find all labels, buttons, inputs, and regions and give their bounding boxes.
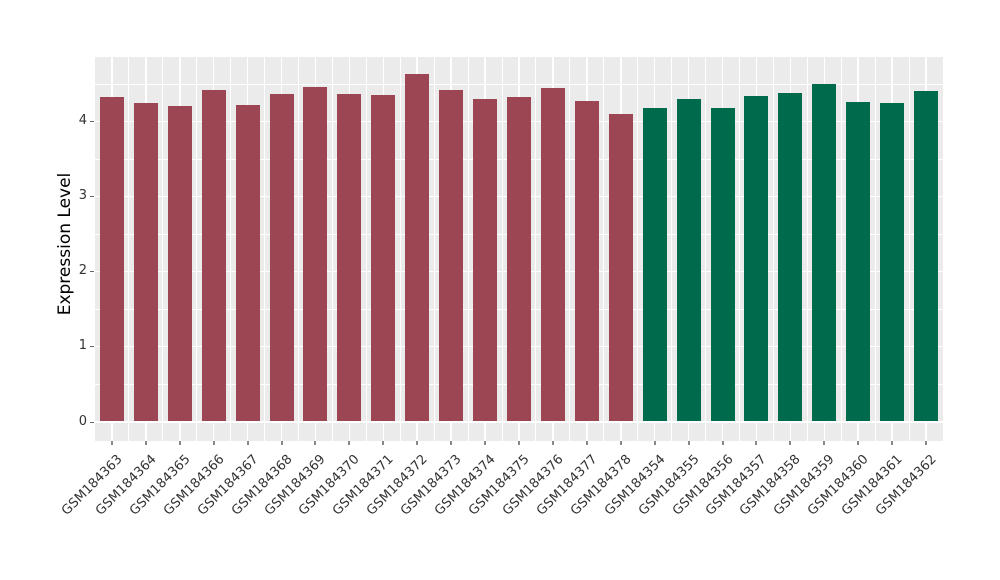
x-tick-mark <box>789 441 792 445</box>
x-tick-mark <box>891 441 894 445</box>
x-tick-mark <box>857 441 860 445</box>
gridline-minor-x <box>671 57 673 441</box>
gridline-minor-x <box>433 57 435 441</box>
x-tick-mark <box>619 441 622 445</box>
bar-GSM184368 <box>269 94 294 422</box>
gridline-minor-x <box>467 57 469 441</box>
bar-GSM184359 <box>812 84 837 422</box>
bar-GSM184355 <box>676 99 701 422</box>
gridline-minor-x <box>637 57 639 441</box>
y-tick-label: 2 <box>78 263 87 279</box>
y-tick-label: 0 <box>78 413 87 429</box>
gridline-minor-x <box>501 57 503 441</box>
bar-GSM184364 <box>133 103 158 422</box>
bar-GSM184371 <box>371 94 396 422</box>
x-tick-mark <box>178 441 181 445</box>
x-tick-mark <box>416 441 419 445</box>
bar-GSM184373 <box>439 89 464 422</box>
gridline-minor-x <box>840 57 842 441</box>
bar-GSM184358 <box>778 92 803 422</box>
gridline-minor-x <box>738 57 740 441</box>
x-tick-mark <box>212 441 215 445</box>
x-tick-mark <box>348 441 351 445</box>
bar-GSM184367 <box>235 104 260 422</box>
plot-panel <box>95 57 943 441</box>
y-tick-mark <box>90 421 94 423</box>
y-tick-label: 3 <box>78 188 87 204</box>
bar-GSM184366 <box>201 89 226 422</box>
gridline-minor-x <box>365 57 367 441</box>
y-tick-mark <box>90 121 94 123</box>
bar-GSM184354 <box>642 107 667 422</box>
x-tick-mark <box>823 441 826 445</box>
x-tick-mark <box>144 441 147 445</box>
x-tick-mark <box>314 441 317 445</box>
y-tick-label: 1 <box>78 338 87 354</box>
gridline-minor-x <box>705 57 707 441</box>
gridline-minor-x <box>806 57 808 441</box>
x-tick-label: GSM184362 <box>873 448 1000 519</box>
y-tick-mark <box>90 271 94 273</box>
x-tick-mark <box>551 441 554 445</box>
x-tick-mark <box>484 441 487 445</box>
gridline-minor-x <box>535 57 537 441</box>
gridline-minor-x <box>331 57 333 441</box>
gridline-minor-x <box>399 57 401 441</box>
x-tick-mark <box>721 441 724 445</box>
x-tick-mark <box>518 441 520 445</box>
x-tick-mark <box>246 441 249 445</box>
bar-GSM184369 <box>303 87 328 422</box>
y-tick-mark <box>90 346 94 348</box>
gridline-minor-x <box>874 57 876 441</box>
x-tick-mark <box>925 441 928 445</box>
bar-GSM184372 <box>405 73 430 422</box>
x-tick-mark <box>450 441 453 445</box>
x-tick-mark <box>280 441 283 445</box>
bar-GSM184356 <box>710 108 735 422</box>
bar-GSM184357 <box>744 95 769 422</box>
y-tick-label: 4 <box>78 113 87 129</box>
gridline-minor-x <box>298 57 300 441</box>
gridline-minor-x <box>128 57 130 441</box>
bar-GSM184361 <box>880 103 905 422</box>
bar-GSM184362 <box>914 91 939 422</box>
gridline-minor-x <box>264 57 266 441</box>
gridline-minor-x <box>603 57 605 441</box>
bar-GSM184370 <box>337 94 362 422</box>
gridline-minor-x <box>908 57 910 441</box>
gridline-minor-x <box>196 57 198 441</box>
y-tick-mark <box>90 196 94 198</box>
bar-GSM184378 <box>608 114 633 422</box>
x-tick-mark <box>110 441 113 445</box>
bar-GSM184376 <box>540 88 565 422</box>
bar-GSM184360 <box>846 102 871 422</box>
gridline-minor-x <box>772 57 774 441</box>
x-tick-mark <box>687 441 690 445</box>
bar-GSM184363 <box>99 97 124 422</box>
bar-GSM184375 <box>507 97 531 422</box>
bar-GSM184377 <box>574 100 599 422</box>
gridline-minor-x <box>162 57 164 441</box>
bar-GSM184374 <box>473 99 498 422</box>
x-tick-mark <box>653 441 656 445</box>
bar-GSM184365 <box>167 106 192 422</box>
x-tick-mark <box>755 441 758 445</box>
gridline-minor-x <box>569 57 571 441</box>
gridline-minor-x <box>230 57 232 441</box>
x-tick-mark <box>585 441 588 445</box>
x-tick-mark <box>382 441 385 445</box>
